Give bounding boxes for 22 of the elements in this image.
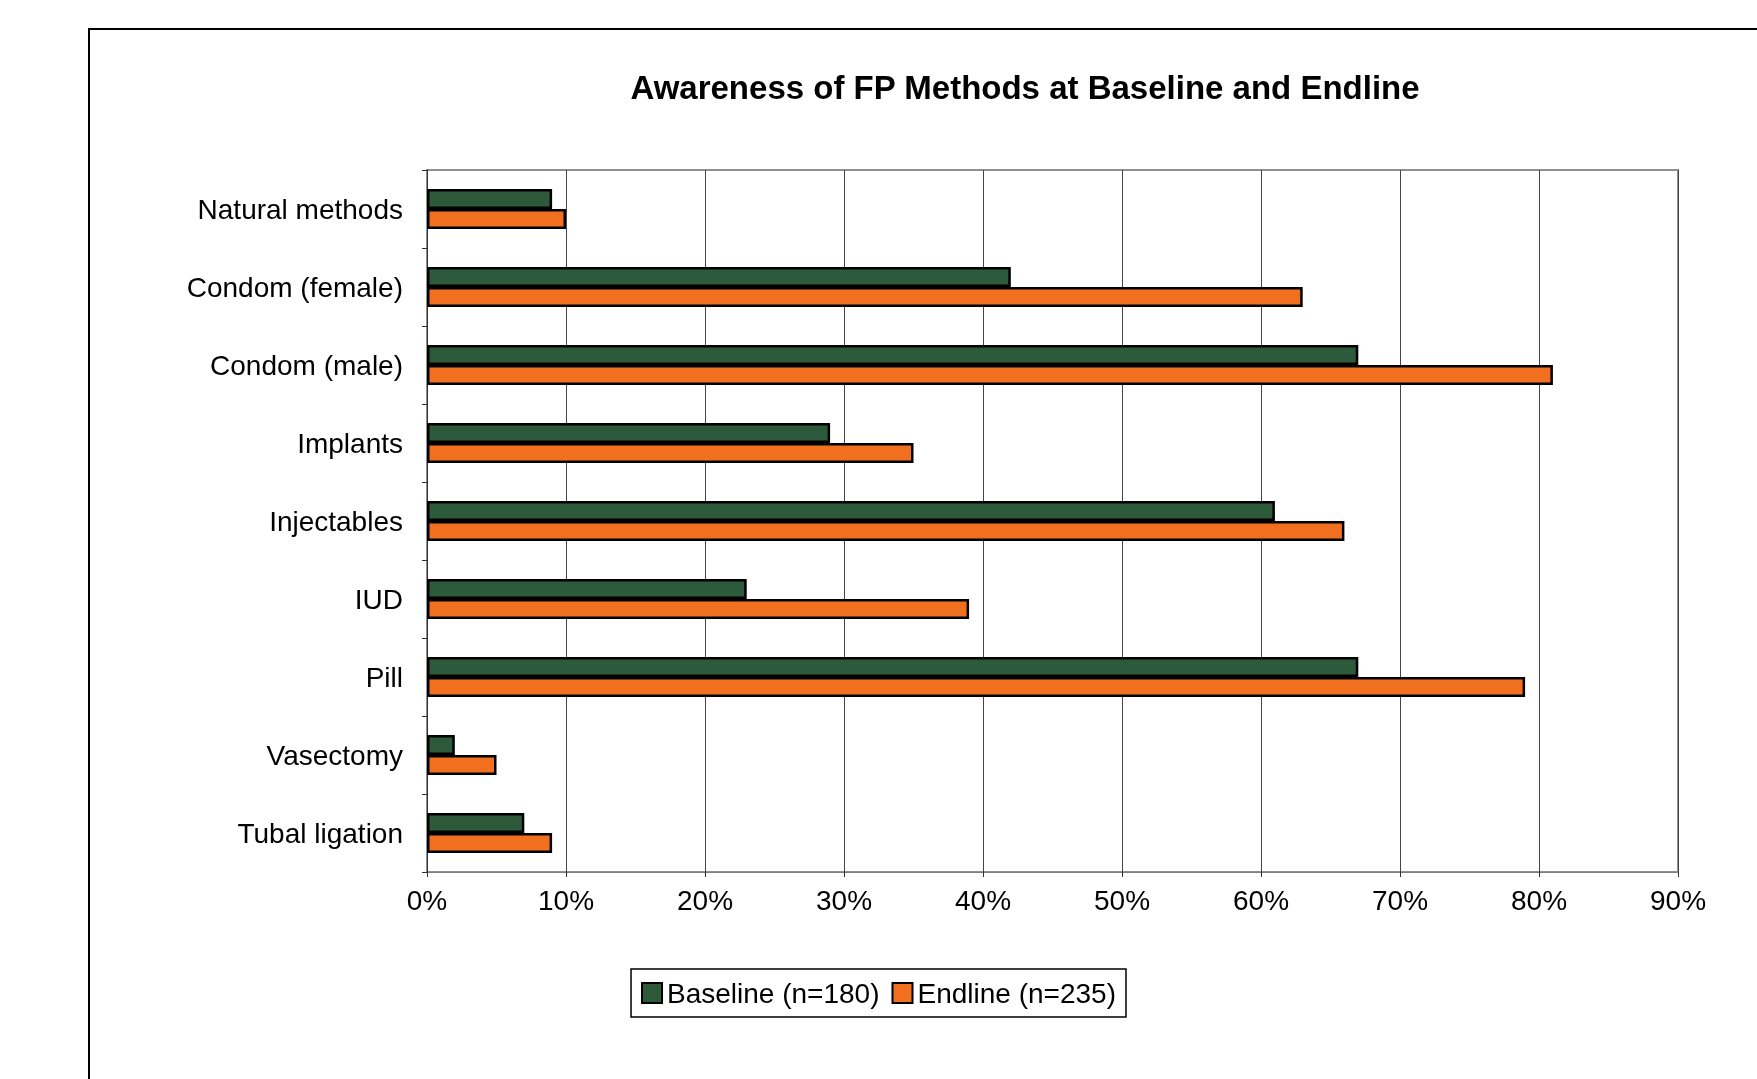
y-tick-label: Implants [297,427,403,459]
x-tick-label: 10% [537,884,595,916]
x-tick-label: 90% [1649,884,1707,916]
x-tick-label: 50% [1093,884,1151,916]
x-tick-label: 30% [815,884,873,916]
y-tick-label: Vasectomy [266,739,403,771]
legend-label: Endline (n=235) [917,977,1116,1009]
x-tick-label: 60% [1232,884,1290,916]
legend-label: Baseline (n=180) [667,977,880,1009]
y-tick-label: Pill [365,661,403,693]
x-tick-label: 70% [1371,884,1429,916]
x-tick-label: 80% [1510,884,1568,916]
y-tick-label: Condom (male) [210,349,403,381]
y-tick-label: Condom (female) [186,271,403,303]
y-tick-label: Tubal ligation [237,817,403,849]
y-tick-label: Injectables [269,505,403,537]
x-tick-label: 20% [676,884,734,916]
chart-title: Awareness of FP Methods at Baseline and Endline [630,69,1420,106]
x-tick-label: 0% [406,884,448,916]
x-tick-label: 40% [954,884,1012,916]
y-tick-label: Natural methods [197,193,403,225]
y-tick-label: IUD [354,583,403,615]
